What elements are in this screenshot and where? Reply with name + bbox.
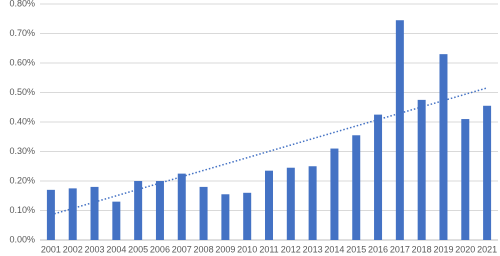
y-tick-label: 0.50%	[9, 87, 35, 97]
x-tick-label: 2020	[455, 244, 475, 254]
x-tick-label: 2010	[237, 244, 257, 254]
x-tick-label: 2009	[215, 244, 235, 254]
bar	[155, 181, 164, 240]
y-tick-label: 0.20%	[9, 175, 35, 185]
bar	[199, 186, 208, 240]
y-tick-label: 0.10%	[9, 205, 35, 215]
bar	[395, 20, 404, 240]
x-tick-label: 2005	[128, 244, 148, 254]
x-tick-label: 2006	[150, 244, 170, 254]
x-tick-label: 2021	[477, 244, 497, 254]
x-tick-label: 2019	[433, 244, 453, 254]
trendline	[50, 87, 488, 216]
x-tick-label: 2016	[368, 244, 388, 254]
bar	[46, 189, 55, 240]
bar	[461, 119, 470, 240]
bar	[221, 194, 230, 240]
y-tick-label: 0.00%	[9, 234, 35, 244]
bar	[243, 192, 252, 240]
bar	[352, 135, 361, 240]
x-tick-label: 2008	[194, 244, 214, 254]
x-tick-label: 2015	[346, 244, 366, 254]
y-tick-label: 0.80%	[9, 0, 35, 8]
y-tick-label: 0.30%	[9, 146, 35, 156]
x-tick-label: 2014	[324, 244, 344, 254]
x-tick-label: 2001	[41, 244, 61, 254]
bar	[286, 167, 295, 240]
x-tick-label: 2002	[63, 244, 83, 254]
y-tick-label: 0.60%	[9, 57, 35, 67]
x-tick-label: 2004	[106, 244, 126, 254]
bar	[90, 186, 99, 240]
y-tick-label: 0.40%	[9, 116, 35, 126]
bar	[265, 170, 273, 240]
bar	[308, 166, 317, 240]
bar	[134, 181, 143, 240]
bar	[177, 173, 186, 240]
bar	[68, 188, 77, 240]
bar	[439, 54, 448, 241]
bar	[374, 114, 383, 240]
x-tick-label: 2012	[281, 244, 301, 254]
bar	[483, 105, 492, 241]
x-tick-label: 2007	[172, 244, 192, 254]
bar	[417, 99, 426, 240]
x-tick-label: 2013	[303, 244, 323, 254]
y-tick-label: 0.70%	[9, 28, 35, 38]
x-tick-label: 2011	[259, 244, 278, 254]
x-tick-label: 2018	[412, 244, 432, 254]
bar	[112, 201, 121, 240]
bar	[330, 148, 339, 240]
x-tick-label: 2017	[390, 244, 410, 254]
x-tick-label: 2003	[85, 244, 105, 254]
